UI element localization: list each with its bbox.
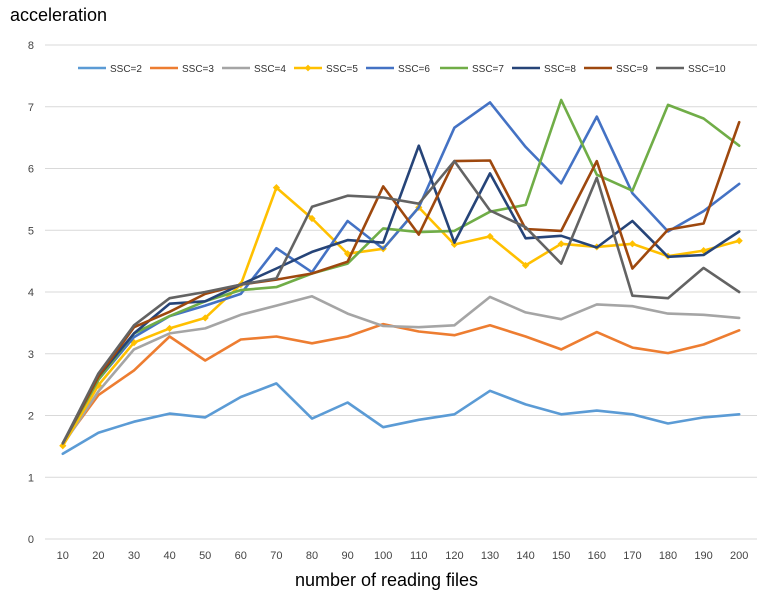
y-tick-label: 1 [28,472,34,484]
x-tick-label: 90 [341,550,353,562]
series-line [61,120,741,445]
legend-label: SSC=6 [398,64,430,75]
x-tick-label: 130 [481,550,499,562]
series-line [61,144,741,445]
series-line [61,382,741,456]
legend-label: SSC=3 [182,64,214,75]
x-tick-label: 60 [235,550,247,562]
y-tick-label: 6 [28,164,34,176]
x-tick-label: 10 [57,550,69,562]
series-point [450,240,458,249]
legend-label: SSC=2 [110,64,142,75]
series-point [486,232,494,241]
x-tick-label: 100 [374,550,392,562]
x-tick-label: 120 [445,550,463,562]
x-tick-label: 80 [306,550,318,562]
y-tick-label: 2 [28,411,34,423]
series-point [59,442,67,450]
y-tick-label: 5 [28,225,34,237]
series-point [344,250,352,258]
series-point [308,214,316,223]
series-point [557,240,565,248]
x-tick-label: 150 [552,550,570,562]
legend-label: SSC=5 [326,64,358,75]
series-point [166,324,174,333]
series-point [201,314,209,322]
series-line [61,159,741,445]
x-tick-label: 40 [163,550,175,562]
y-tick-label: 8 [28,40,34,52]
series-point [700,247,708,255]
x-tick-label: 20 [92,550,104,562]
x-tick-label: 160 [588,550,606,562]
x-tick-label: 180 [659,550,677,562]
x-tick-label: 190 [694,550,712,562]
legend-label: SSC=4 [254,64,286,75]
y-tick-label: 3 [28,349,34,361]
legend-label: SSC=7 [472,64,504,75]
y-axis-label: acceleration [10,5,108,25]
series-line [61,322,741,445]
series-line [61,101,741,445]
y-tick-label: 7 [28,102,34,114]
legend-marker [304,64,312,72]
x-tick-label: 70 [270,550,282,562]
legend-label: SSC=8 [544,64,576,75]
x-tick-label: 110 [410,550,428,562]
legend-label: SSC=9 [616,64,648,75]
x-tick-label: 30 [128,550,140,562]
series-point [735,237,743,245]
x-tick-label: 170 [623,550,641,562]
y-tick-label: 0 [28,534,34,546]
series-point [628,240,636,248]
series-line [61,294,741,447]
series-point [522,261,530,270]
series-point [272,184,280,192]
y-tick-label: 4 [28,287,34,299]
series-point [130,339,138,347]
x-axis-label: number of reading files [294,570,479,590]
x-tick-label: 50 [199,550,211,562]
x-tick-label: 140 [516,550,534,562]
x-tick-label: 200 [730,550,748,562]
legend-label: SSC=10 [688,64,726,75]
series-line [61,98,741,445]
